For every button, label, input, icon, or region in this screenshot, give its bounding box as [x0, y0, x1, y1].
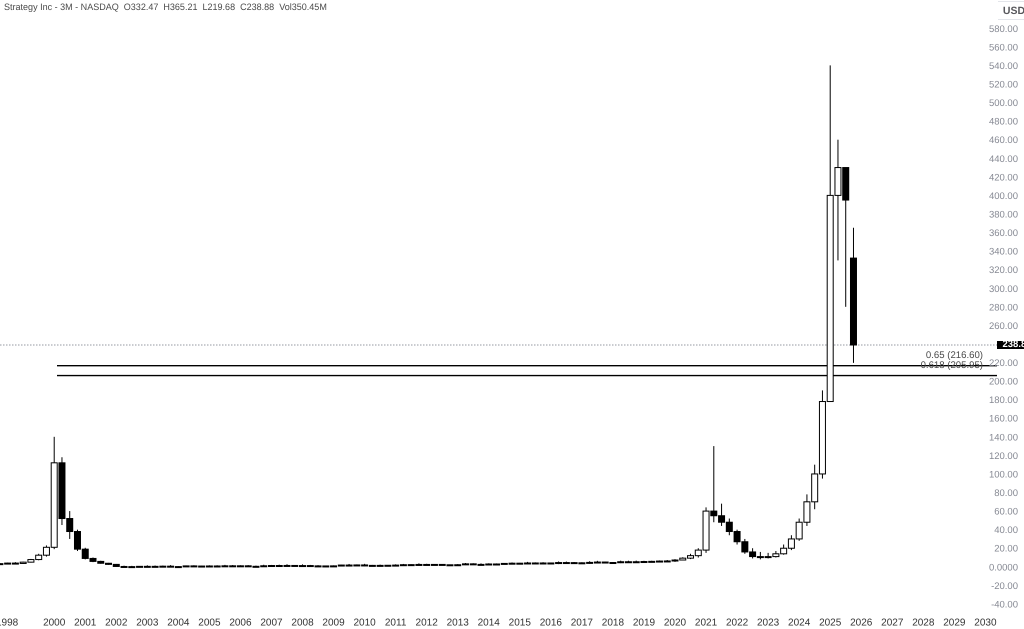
svg-text:2029: 2029 — [943, 618, 966, 629]
svg-text:2003: 2003 — [136, 618, 159, 629]
svg-text:20.00: 20.00 — [994, 544, 1018, 555]
svg-text:2023: 2023 — [757, 618, 780, 629]
svg-text:2015: 2015 — [509, 618, 532, 629]
svg-text:0.618 (205.95): 0.618 (205.95) — [921, 360, 983, 371]
svg-text:60.00: 60.00 — [994, 507, 1018, 518]
svg-text:380.00: 380.00 — [989, 209, 1018, 220]
svg-text:220.00: 220.00 — [989, 358, 1018, 369]
svg-text:360.00: 360.00 — [989, 228, 1018, 239]
svg-text:2019: 2019 — [633, 618, 656, 629]
svg-text:-20.00: -20.00 — [991, 581, 1018, 592]
svg-text:2018: 2018 — [602, 618, 625, 629]
svg-text:120.00: 120.00 — [989, 451, 1018, 462]
svg-text:460.00: 460.00 — [989, 135, 1018, 146]
svg-text:560.00: 560.00 — [989, 42, 1018, 53]
svg-text:500.00: 500.00 — [989, 98, 1018, 109]
svg-text:2013: 2013 — [447, 618, 470, 629]
svg-text:420.00: 420.00 — [989, 172, 1018, 183]
svg-text:2024: 2024 — [788, 618, 811, 629]
svg-text:2007: 2007 — [260, 618, 283, 629]
svg-text:2011: 2011 — [385, 618, 407, 629]
svg-text:520.00: 520.00 — [989, 79, 1018, 90]
svg-text:2009: 2009 — [322, 618, 345, 629]
svg-text:320.00: 320.00 — [989, 265, 1018, 276]
svg-text:2008: 2008 — [291, 618, 314, 629]
svg-text:2000: 2000 — [43, 618, 66, 629]
svg-text:2025: 2025 — [819, 618, 842, 629]
svg-text:80.00: 80.00 — [994, 488, 1018, 499]
svg-text:2030: 2030 — [974, 618, 997, 629]
svg-text:440.00: 440.00 — [989, 154, 1018, 165]
svg-text:140.00: 140.00 — [989, 432, 1018, 443]
svg-text:2027: 2027 — [881, 618, 904, 629]
svg-text:2004: 2004 — [167, 618, 190, 629]
svg-text:2028: 2028 — [912, 618, 935, 629]
svg-text:100.00: 100.00 — [989, 469, 1018, 480]
svg-text:2006: 2006 — [229, 618, 252, 629]
svg-text:2002: 2002 — [105, 618, 128, 629]
svg-text:480.00: 480.00 — [989, 117, 1018, 128]
svg-text:300.00: 300.00 — [989, 284, 1018, 295]
svg-text:40.00: 40.00 — [994, 525, 1018, 536]
svg-text:580.00: 580.00 — [989, 24, 1018, 35]
svg-text:2026: 2026 — [850, 618, 873, 629]
svg-text:2001: 2001 — [74, 618, 97, 629]
svg-text:2012: 2012 — [416, 618, 439, 629]
svg-text:200.00: 200.00 — [989, 377, 1018, 388]
svg-text:2022: 2022 — [726, 618, 749, 629]
svg-text:-40.00: -40.00 — [991, 599, 1018, 610]
svg-text:340.00: 340.00 — [989, 247, 1018, 258]
svg-text:2017: 2017 — [571, 618, 594, 629]
svg-text:160.00: 160.00 — [989, 414, 1018, 425]
svg-text:2016: 2016 — [540, 618, 563, 629]
svg-text:0.0000: 0.0000 — [989, 562, 1018, 573]
svg-text:2014: 2014 — [478, 618, 501, 629]
svg-text:2010: 2010 — [353, 618, 376, 629]
svg-text:1998: 1998 — [0, 618, 19, 629]
svg-text:260.00: 260.00 — [989, 321, 1018, 332]
svg-text:2005: 2005 — [198, 618, 221, 629]
svg-text:400.00: 400.00 — [989, 191, 1018, 202]
svg-text:540.00: 540.00 — [989, 61, 1018, 72]
svg-text:2021: 2021 — [695, 618, 718, 629]
svg-text:2020: 2020 — [664, 618, 687, 629]
svg-text:180.00: 180.00 — [989, 395, 1018, 406]
svg-text:280.00: 280.00 — [989, 302, 1018, 313]
